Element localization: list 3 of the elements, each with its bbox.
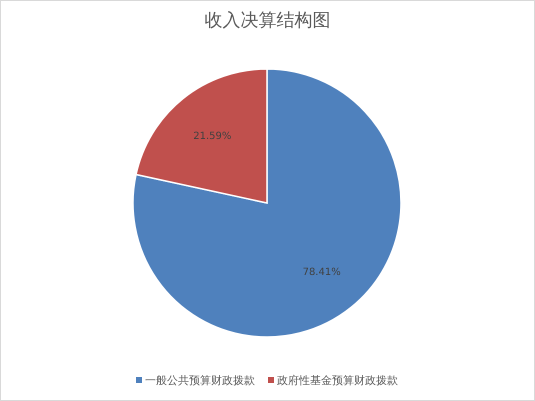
title: 收入决算结构图 bbox=[204, 10, 330, 31]
legend-label: 政府性基金预算财政拨款 bbox=[277, 374, 398, 387]
legend-label: 一般公共预算财政拨款 bbox=[145, 374, 255, 387]
